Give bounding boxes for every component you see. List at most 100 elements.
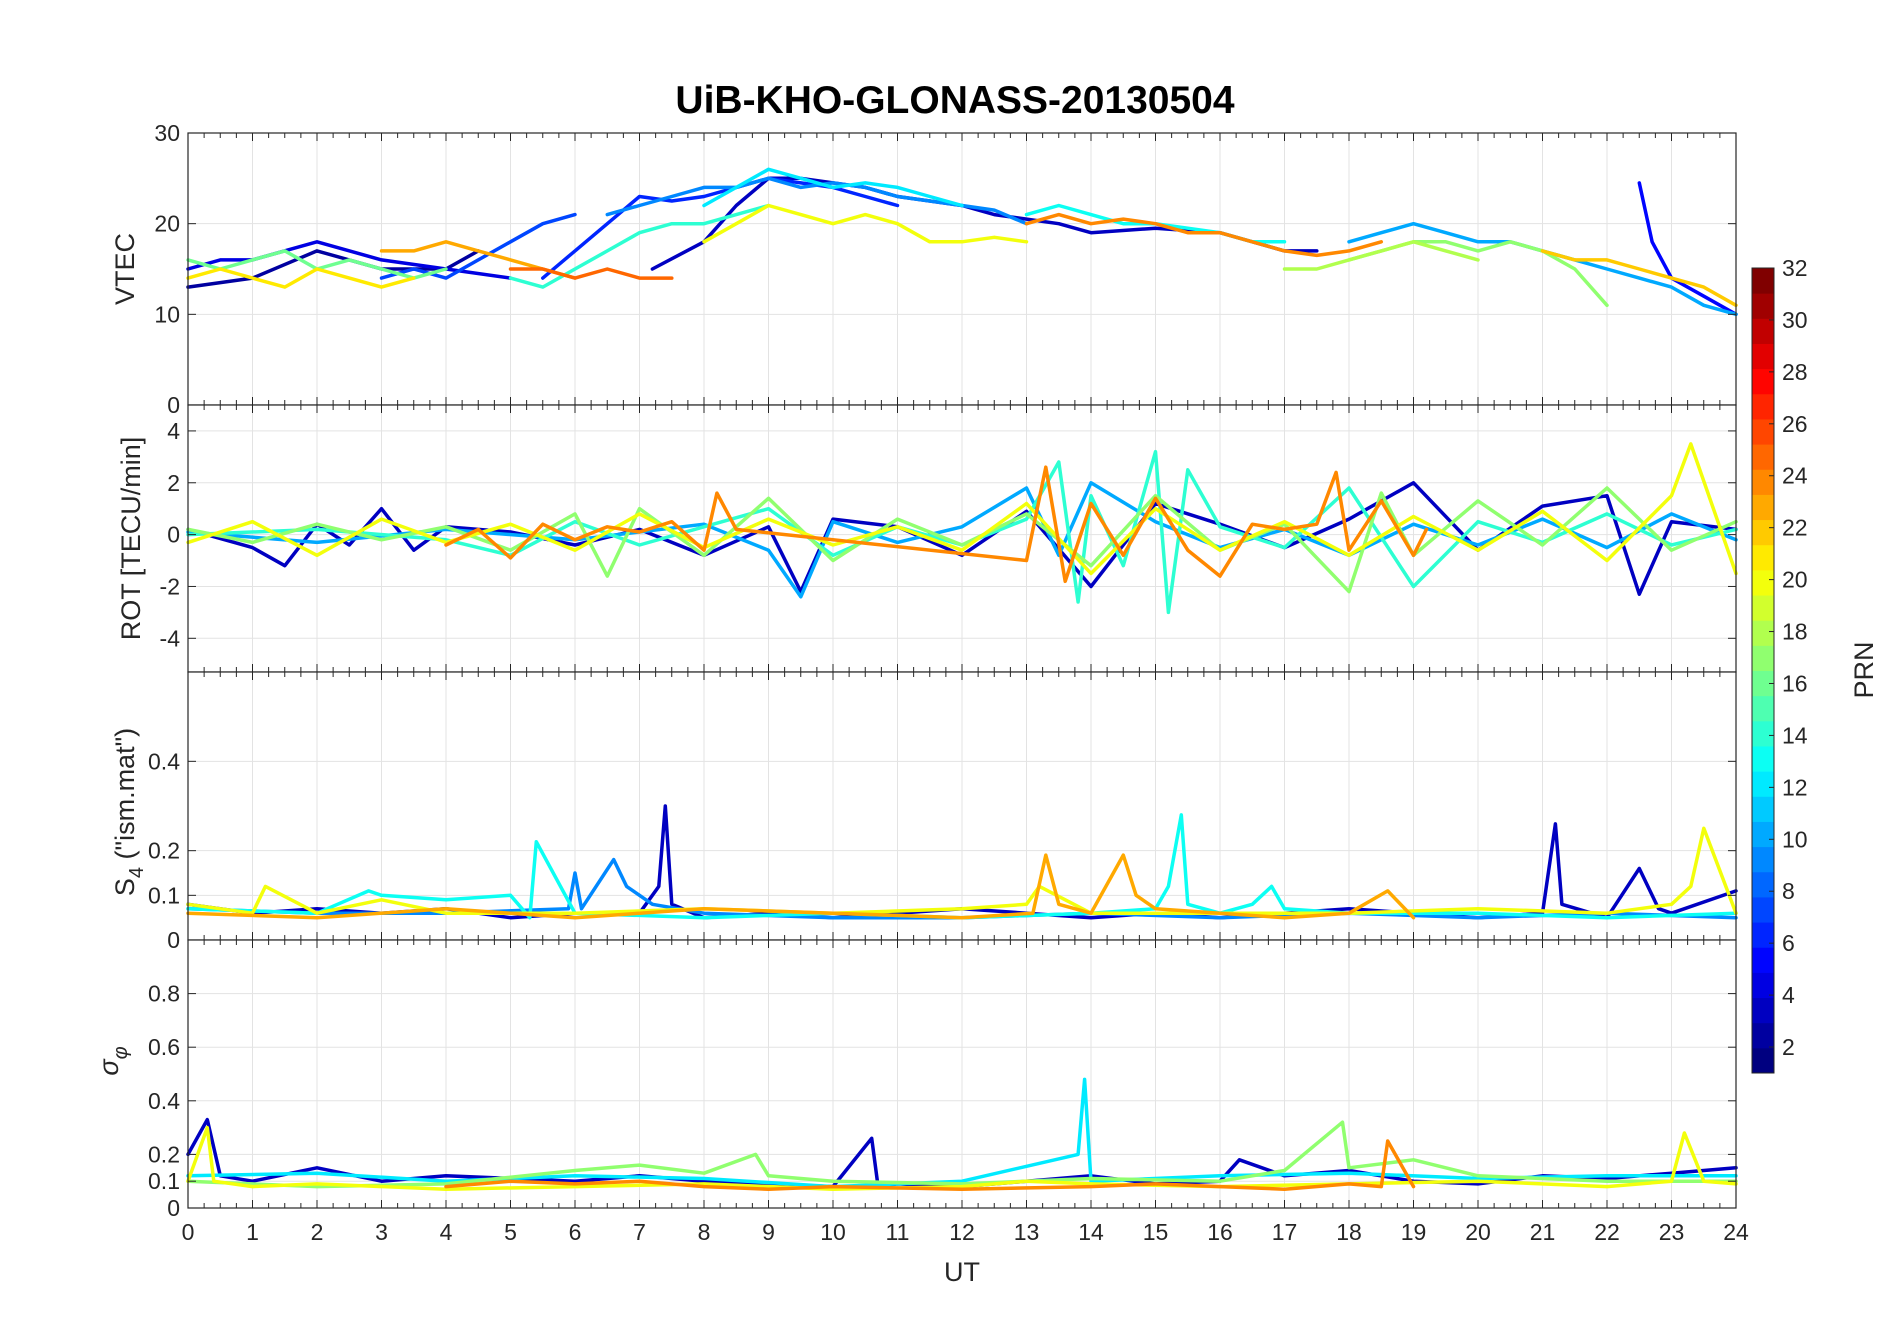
rot-y-tick-label: 2 bbox=[167, 470, 180, 496]
vtec-series-prn-20 bbox=[702, 203, 1029, 244]
vtec-y-tick-label: 10 bbox=[154, 301, 180, 327]
colorbar-tick-label: 22 bbox=[1782, 515, 1808, 541]
colorbar-stripe bbox=[1752, 645, 1774, 671]
colorbar-label: PRN bbox=[1849, 641, 1879, 698]
x-tick-label: 15 bbox=[1143, 1219, 1169, 1245]
colorbar-stripe bbox=[1752, 620, 1774, 646]
colorbar-stripe bbox=[1752, 418, 1774, 445]
s4-y-tick-label: 0 bbox=[167, 927, 180, 953]
colorbar-stripe bbox=[1752, 947, 1774, 973]
sigma-y-tick-label: 0.1 bbox=[148, 1168, 180, 1194]
colorbar-stripe bbox=[1752, 922, 1774, 948]
vtec-y-label: VTEC bbox=[110, 233, 140, 305]
x-tick-label: 2 bbox=[311, 1219, 324, 1245]
colorbar-stripe bbox=[1752, 771, 1774, 797]
colorbar-tick-label: 26 bbox=[1782, 411, 1808, 437]
colorbar-tick-label: 16 bbox=[1782, 670, 1808, 696]
x-tick-label: 17 bbox=[1272, 1219, 1298, 1245]
vtec-y-tick-label: 30 bbox=[154, 120, 180, 146]
rot-series-prn-24 bbox=[444, 465, 1429, 584]
x-tick-label: 6 bbox=[569, 1219, 582, 1245]
vtec-y-tick-label: 0 bbox=[167, 392, 180, 418]
colorbar-stripe bbox=[1752, 1022, 1774, 1049]
x-tick-label: 8 bbox=[698, 1219, 711, 1245]
s4-series-prn-3 bbox=[186, 804, 1738, 920]
colorbar-stripe bbox=[1752, 318, 1774, 344]
chart-title: UiB-KHO-GLONASS-20130504 bbox=[675, 79, 1234, 122]
sigma-y-axis: 00.10.2 0.4 0.6 0.8 bbox=[148, 981, 1736, 1221]
x-tick-label: 18 bbox=[1336, 1219, 1362, 1245]
colorbar-tick-label: 32 bbox=[1782, 255, 1808, 281]
colorbar-tick-label: 30 bbox=[1782, 307, 1808, 333]
s4-series-prn-20 bbox=[186, 826, 1738, 915]
colorbar-stripe bbox=[1752, 293, 1774, 319]
colorbar-stripe bbox=[1752, 997, 1774, 1024]
colorbar-stripe bbox=[1752, 720, 1774, 747]
vtec-x-ticks bbox=[187, 133, 1737, 405]
vtec-y-tick-label: 20 bbox=[154, 211, 180, 237]
colorbar-stripe bbox=[1752, 444, 1774, 470]
x-tick-label: 16 bbox=[1207, 1219, 1233, 1245]
colorbar-tick-label: 10 bbox=[1782, 826, 1808, 852]
x-tick-label: 22 bbox=[1594, 1219, 1620, 1245]
sigma-y-label: σφ bbox=[94, 1046, 132, 1075]
x-tick-label: 7 bbox=[633, 1219, 646, 1245]
sigma-y-tick-label: 0.6 bbox=[148, 1034, 180, 1060]
s4-y-tick-label: 0.2 bbox=[148, 838, 180, 864]
colorbar-stripes bbox=[1752, 268, 1774, 1074]
colorbar-stripe bbox=[1752, 796, 1774, 822]
vtec-series-group bbox=[186, 167, 1738, 317]
colorbar-stripe bbox=[1752, 871, 1774, 898]
x-tick-label: 4 bbox=[440, 1219, 453, 1245]
colorbar-stripe bbox=[1752, 1047, 1774, 1074]
colorbar-tick-label: 8 bbox=[1782, 878, 1795, 904]
colorbar-stripe bbox=[1752, 896, 1774, 923]
rot-grid bbox=[187, 405, 1737, 672]
colorbar-stripe bbox=[1752, 745, 1774, 772]
sigma-y-tick-label: 0.4 bbox=[148, 1088, 180, 1114]
colorbar-tick-label: 20 bbox=[1782, 567, 1808, 593]
colorbar-stripe bbox=[1752, 519, 1774, 546]
x-tick-label: 24 bbox=[1723, 1219, 1749, 1245]
x-tick-label: 21 bbox=[1530, 1219, 1556, 1245]
colorbar-tick-label: 24 bbox=[1782, 463, 1808, 489]
colorbar-stripe bbox=[1752, 569, 1774, 596]
colorbar-stripe bbox=[1752, 368, 1774, 395]
s4-x-ticks bbox=[187, 672, 1737, 940]
colorbar-stripe bbox=[1752, 469, 1774, 495]
s4-panel: 0 0.1 0.2 0.4S4 ("ism.mat") bbox=[110, 671, 1738, 953]
vtec-series-prn-21 bbox=[186, 267, 416, 289]
vtec-panel: 0 10 20 30 VTEC bbox=[110, 120, 1738, 418]
vtec-series-prn-6 bbox=[541, 176, 900, 280]
x-axis: 0 1 2 3 4 5 6 7 8 9 10 11 12 13 14 15 16 17 18 19 20 21 22 23 24… bbox=[182, 1219, 1749, 1287]
sigma-series-prn-24 bbox=[444, 1139, 1416, 1191]
rot-y-axis: -4 -2 0 2 4 bbox=[160, 418, 1736, 651]
colorbar-stripe bbox=[1752, 268, 1774, 294]
rot-y-tick-label: 4 bbox=[167, 418, 180, 444]
x-tick-label: 23 bbox=[1659, 1219, 1685, 1245]
x-tick-label: 1 bbox=[246, 1219, 259, 1245]
rot-y-tick-label: 0 bbox=[167, 522, 180, 548]
x-tick-label: 10 bbox=[820, 1219, 846, 1245]
colorbar-stripe bbox=[1752, 846, 1774, 873]
colorbar-stripe bbox=[1752, 821, 1774, 848]
colorbar-tick-label: 14 bbox=[1782, 722, 1808, 748]
rot-series-group bbox=[186, 442, 1738, 615]
rot-y-label: ROT [TECU/min] bbox=[116, 437, 146, 641]
x-axis-label: UT bbox=[944, 1257, 980, 1287]
vtec-series-prn-24 bbox=[1024, 212, 1384, 258]
sigma-series-prn-20 bbox=[186, 1125, 1738, 1191]
vtec-series-prn-12 bbox=[702, 167, 964, 208]
colorbar-stripe bbox=[1752, 343, 1774, 370]
s4-y-label: S4 ("ism.mat") bbox=[110, 728, 148, 896]
x-tick-label: 14 bbox=[1078, 1219, 1104, 1245]
x-tick-label: 5 bbox=[504, 1219, 517, 1245]
vtec-series-prn-25 bbox=[508, 267, 674, 280]
s4-series-prn-23 bbox=[186, 853, 1416, 920]
rot-x-ticks bbox=[187, 405, 1737, 672]
sigma-y-tick-label: 0 bbox=[167, 1195, 180, 1221]
